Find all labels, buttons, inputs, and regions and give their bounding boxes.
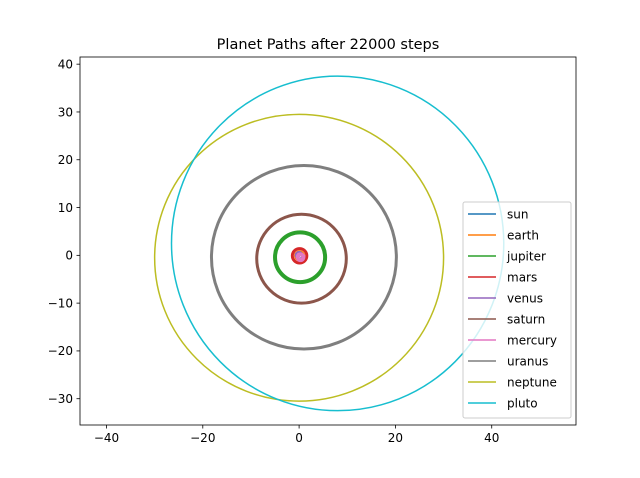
x-tick-label: −40 (94, 431, 119, 445)
legend-label-mars: mars (507, 270, 537, 284)
orbit-mercury (295, 252, 306, 263)
orbit-pluto (170, 75, 505, 412)
orbit-neptune (153, 113, 445, 402)
orbit-mars (290, 247, 309, 265)
y-tick-label: 20 (58, 153, 73, 167)
y-tick-label: 0 (65, 249, 73, 263)
orbit-layer (153, 75, 505, 412)
legend-label-mercury: mercury (507, 333, 557, 347)
y-tick-label: −30 (48, 392, 73, 406)
chart-title: Planet Paths after 22000 steps (217, 37, 440, 53)
y-tick-label: 40 (58, 57, 73, 71)
x-tick-label: 20 (388, 431, 403, 445)
legend: sun earth jupiter mars venus saturn mercury ura… (462, 201, 572, 419)
legend-label-saturn: saturn (507, 312, 545, 326)
orbit-jupiter (273, 230, 328, 285)
y-tick-label: 10 (58, 201, 73, 215)
orbit-uranus (209, 163, 398, 351)
legend-label-pluto: pluto (507, 396, 538, 410)
plot-frame (79, 56, 577, 426)
x-axis: −40 −20 0 20 40 (94, 425, 499, 445)
legend-label-earth: earth (507, 228, 539, 242)
x-tick-label: −20 (190, 431, 215, 445)
y-tick-label: 30 (58, 105, 73, 119)
y-tick-label: −10 (48, 296, 73, 310)
legend-label-venus: venus (507, 291, 543, 305)
legend-label-uranus: uranus (507, 354, 548, 368)
x-tick-label: 40 (484, 431, 499, 445)
legend-label-sun: sun (507, 207, 528, 221)
y-tick-label: −20 (48, 344, 73, 358)
legend-label-neptune: neptune (507, 375, 557, 389)
x-tick-label: 0 (295, 431, 303, 445)
orbit-saturn (255, 212, 348, 305)
legend-label-jupiter: jupiter (506, 249, 546, 263)
y-axis: −30 −20 −10 0 10 20 30 40 (48, 57, 80, 406)
